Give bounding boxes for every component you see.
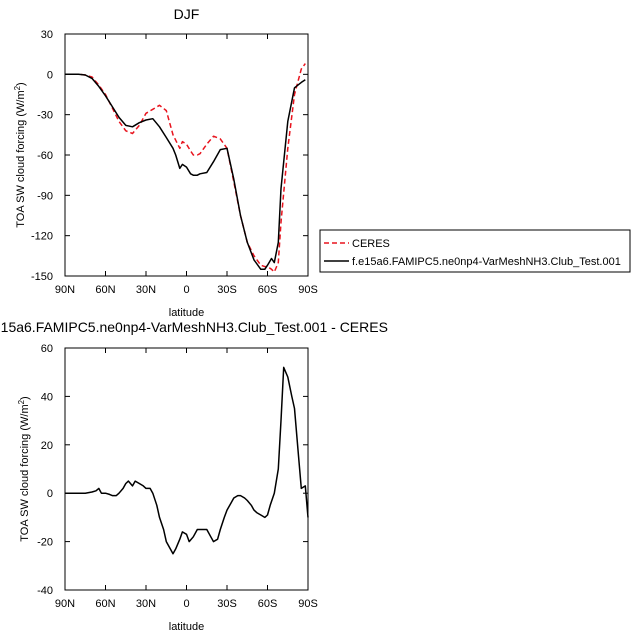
bottom-xtick-label: 30N [136, 598, 156, 610]
top-xtick-label: 90N [55, 284, 75, 296]
bottom-ytick-label: 0 [47, 488, 53, 500]
bottom-xtick-label: 30S [217, 598, 237, 610]
top-ytick-label: -120 [31, 231, 53, 243]
bottom-ytick-label: 60 [41, 343, 53, 355]
bottom-xtick-label: 90N [55, 598, 75, 610]
top-y-axis-title: TOA SW cloud forcing (W/m2) [13, 82, 27, 227]
top-xtick-label: 30N [136, 284, 156, 296]
top-ytick-label: -150 [31, 271, 53, 283]
bottom-ytick-label: -20 [37, 537, 53, 549]
bottom-x-axis-title: latitude [169, 621, 204, 633]
bottom-xtick-label: 60N [95, 598, 115, 610]
bottom-xtick-label: 60S [258, 598, 278, 610]
top-panel: DJF 90N 60N 30N 0 30S 60S 90S 30 0 -30 -60 -90 -120 -… [13, 6, 318, 319]
bottom-ytick-label: 20 [41, 440, 53, 452]
bottom-ytick-label: 40 [41, 391, 53, 403]
legend-label-model: f.e15a6.FAMIPC5.ne0np4-VarMeshNH3.Club_T… [352, 256, 621, 268]
top-series-line-1 [65, 73, 306, 271]
bottom-axis-ticks: 90N 60N 30N 0 30S 60S 90S 60 40 20 0 -20 -40 [37, 343, 318, 610]
top-panel-title: DJF [174, 6, 200, 22]
bottom-series-line-0 [65, 366, 309, 555]
top-ytick-label: -60 [37, 150, 53, 162]
legend: CERES f.e15a6.FAMIPC5.ne0np4-VarMeshNH3.… [319, 229, 631, 273]
top-xtick-label: 30S [217, 284, 237, 296]
bottom-plot-frame [64, 347, 309, 591]
top-x-axis-title: latitude [169, 307, 204, 319]
bottom-xtick-label: 90S [298, 598, 318, 610]
bottom-panel: f.e15a6.FAMIPC5.ne0np4-VarMeshNH3.Club_T… [0, 319, 388, 633]
bottom-y-axis-title: TOA SW cloud forcing (W/m2) [17, 396, 31, 541]
bottom-ytick-label: -40 [37, 585, 53, 597]
top-ytick-label: -30 [37, 110, 53, 122]
top-ytick-label: 0 [47, 69, 53, 81]
bottom-series-lines [65, 366, 309, 555]
bottom-xtick-label: 0 [183, 598, 189, 610]
top-series-lines [65, 63, 306, 273]
top-xtick-label: 90S [298, 284, 318, 296]
top-series-line-0 [65, 63, 306, 273]
legend-box [319, 229, 631, 273]
top-ytick-label: -90 [37, 190, 53, 202]
top-axis-ticks: 90N 60N 30N 0 30S 60S 90S 30 0 -30 -60 -90 -120 -150 [31, 29, 318, 296]
top-xtick-label: 60N [95, 284, 115, 296]
top-plot-frame [64, 33, 309, 277]
bottom-panel-title: f.e15a6.FAMIPC5.ne0np4-VarMeshNH3.Club_T… [0, 319, 388, 335]
top-xtick-label: 60S [258, 284, 278, 296]
top-ytick-label: 30 [41, 29, 53, 41]
legend-label-ceres: CERES [352, 238, 390, 250]
top-xtick-label: 0 [183, 284, 189, 296]
